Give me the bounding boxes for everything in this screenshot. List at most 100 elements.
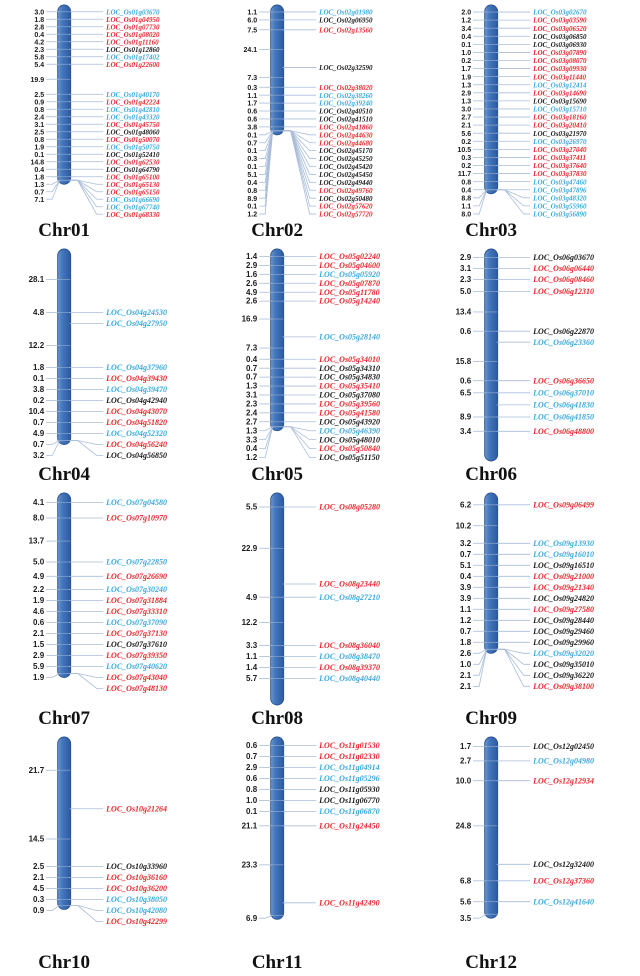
gene-label: LOC_Os09g21000 bbox=[532, 572, 594, 581]
chromosome-bar bbox=[483, 736, 498, 919]
distance-label: 5.9 bbox=[33, 662, 45, 671]
distance-label: 0.2 bbox=[461, 139, 471, 146]
tick-line bbox=[46, 440, 60, 445]
distance-label: 3.4 bbox=[460, 427, 472, 436]
gene-label: LOC_Os05g51150 bbox=[318, 453, 379, 462]
distance-label: 1.7 bbox=[461, 66, 471, 73]
distance-label: 2.2 bbox=[33, 585, 45, 594]
distance-label: 1.8 bbox=[34, 174, 44, 181]
connector-line bbox=[69, 179, 104, 185]
gene-label: LOC_Os07g40620 bbox=[105, 662, 167, 671]
gene-label: LOC_Os07g37130 bbox=[105, 629, 167, 638]
distance-label: 0.4 bbox=[34, 32, 44, 39]
gene-label: LOC_Os02g13560 bbox=[318, 26, 373, 34]
distance-label: 0.6 bbox=[33, 618, 45, 627]
gene-label: LOC_Os09g27580 bbox=[532, 605, 594, 614]
distance-label: 0.8 bbox=[461, 179, 471, 186]
tick-line bbox=[472, 189, 487, 199]
gene-label: LOC_Os02g45420 bbox=[318, 163, 373, 171]
gene-label: LOC_Os03g18160 bbox=[532, 114, 587, 122]
gene-label: LOC_Os11g24450 bbox=[318, 821, 379, 830]
distance-label: 2.9 bbox=[246, 763, 258, 772]
gene-label: LOC_Os01g65150 bbox=[105, 188, 160, 196]
gene-label: LOC_Os03g37411 bbox=[532, 154, 586, 162]
distance-label: 0.7 bbox=[246, 373, 258, 382]
gene-label: LOC_Os04g24530 bbox=[105, 308, 167, 317]
gene-label: LOC_Os07g37610 bbox=[105, 640, 167, 649]
gene-label: LOC_Os01g45750 bbox=[105, 121, 160, 129]
gene-label: LOC_Os05g05920 bbox=[318, 270, 380, 279]
gene-label: LOC_Os05g35410 bbox=[318, 382, 380, 391]
distance-label: 5.0 bbox=[33, 558, 45, 567]
gene-label: LOC_Os07g39350 bbox=[105, 651, 167, 660]
distance-label: 0.6 bbox=[246, 741, 258, 750]
gene-label: LOC_Os12g41640 bbox=[532, 897, 594, 906]
gene-label: LOC_Os03g14690 bbox=[532, 89, 587, 97]
gene-label: LOC_Os04g39470 bbox=[105, 385, 167, 394]
gene-label: LOC_Os09g36220 bbox=[532, 671, 594, 680]
connector-line bbox=[282, 426, 317, 432]
distance-label: 0.6 bbox=[248, 109, 258, 116]
distance-label: 4.9 bbox=[33, 572, 45, 581]
distance-label: 0.2 bbox=[461, 163, 471, 170]
panel-Chr12: 1.7 LOC_Os12g02450 2.7 LOC_Os12g04980 10.0 LO… bbox=[427, 732, 640, 976]
gene-label: LOC_Os12g37360 bbox=[532, 876, 594, 885]
distance-label: 2.6 bbox=[246, 297, 258, 306]
connector-line bbox=[496, 648, 530, 654]
distance-label: 2.0 bbox=[461, 10, 471, 17]
gene-label: LOC_Os01g11160 bbox=[105, 38, 159, 46]
gene-label: LOC_Os07g26690 bbox=[105, 572, 167, 581]
gene-label: LOC_Os11g42490 bbox=[318, 898, 379, 907]
gene-label: LOC_Os09g32020 bbox=[532, 649, 594, 658]
distance-label: 3.8 bbox=[33, 385, 45, 394]
connector-line bbox=[69, 905, 104, 922]
distance-label: 1.3 bbox=[34, 182, 44, 189]
gene-label: LOC_Os09g28440 bbox=[532, 616, 594, 625]
distance-label: 24.1 bbox=[244, 47, 258, 54]
gene-label: LOC_Os03g12414 bbox=[532, 81, 587, 89]
distance-label: 4.9 bbox=[246, 593, 258, 602]
gene-label: LOC_Os08g40440 bbox=[318, 674, 380, 683]
gene-label: LOC_Os01g50750 bbox=[105, 143, 160, 151]
distance-label: 21.1 bbox=[242, 821, 258, 830]
gene-label: LOC_Os06g03670 bbox=[532, 253, 594, 262]
chromosome-title: Chr12 bbox=[465, 952, 517, 973]
gene-label: LOC_Os05g46390 bbox=[318, 426, 380, 435]
distance-label: 2.4 bbox=[246, 408, 258, 417]
gene-label: LOC_Os02g40510 bbox=[318, 108, 373, 116]
distance-label: 1.1 bbox=[248, 93, 258, 100]
distance-label: 1.7 bbox=[460, 742, 472, 751]
distance-label: 7.1 bbox=[34, 197, 44, 204]
tick-line bbox=[259, 130, 274, 159]
distance-label: 0.2 bbox=[461, 58, 471, 65]
distance-label: 2.9 bbox=[246, 261, 258, 270]
gene-label: LOC_Os01g43320 bbox=[105, 113, 160, 121]
tick-line bbox=[259, 426, 274, 441]
distance-label: 3.1 bbox=[34, 122, 44, 129]
distance-label: 1.9 bbox=[461, 74, 471, 81]
distance-label: 0.8 bbox=[34, 137, 44, 144]
gene-label: LOC_Os02g44680 bbox=[318, 139, 373, 147]
distance-label: 5.7 bbox=[246, 674, 258, 683]
distance-label: 1.3 bbox=[246, 382, 258, 391]
gene-label: LOC_Os01g62530 bbox=[105, 158, 160, 166]
tick-line bbox=[259, 426, 274, 449]
gene-label: LOC_Os03g09930 bbox=[532, 65, 587, 73]
gene-label: LOC_Os09g29960 bbox=[532, 638, 594, 647]
distance-label: 2.5 bbox=[33, 862, 45, 871]
gene-label: LOC_Os03g20410 bbox=[532, 122, 587, 130]
gene-label: LOC_Os10g36160 bbox=[105, 873, 167, 882]
chromosome-title: Chr07 bbox=[38, 708, 90, 729]
distance-label: 0.6 bbox=[246, 774, 258, 783]
distance-label: 21.7 bbox=[29, 766, 45, 775]
distance-label: 4.9 bbox=[33, 429, 45, 438]
distance-label: 2.3 bbox=[246, 400, 258, 409]
gene-label: LOC_Os04g52320 bbox=[105, 429, 167, 438]
distance-label: 10.0 bbox=[455, 776, 471, 785]
gene-label: LOC_Os06g12310 bbox=[532, 287, 594, 296]
distance-label: 2.9 bbox=[33, 651, 45, 660]
panel-Chr08: 5.5 LOC_Os08g05280 22.9 LOC_Os08g23440 4.9 LO… bbox=[213, 488, 426, 732]
distance-label: 2.4 bbox=[34, 114, 44, 121]
gene-label: LOC_Os11g06770 bbox=[318, 796, 379, 805]
chromosome-title: Chr08 bbox=[252, 708, 304, 729]
